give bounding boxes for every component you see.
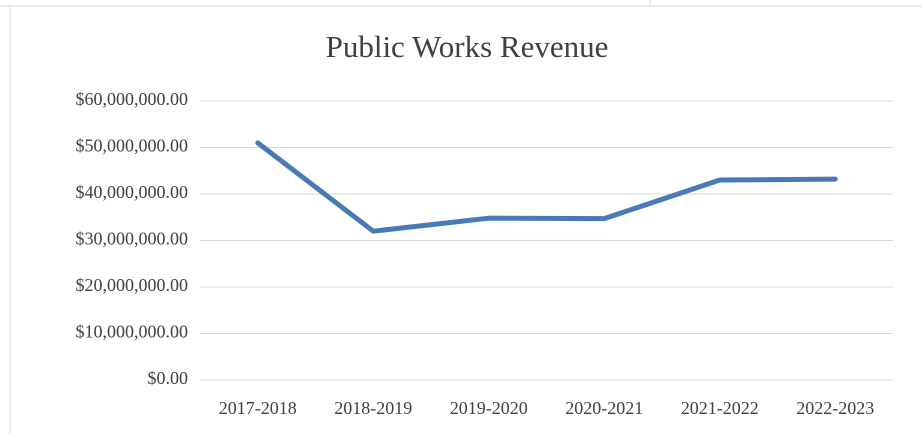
y-tick-label: $50,000,000.00	[76, 136, 189, 156]
data-line	[255, 140, 838, 234]
x-tick-label: 2020-2021	[565, 398, 643, 418]
x-tick-label: 2019-2020	[450, 398, 528, 418]
y-tick-label: $30,000,000.00	[76, 229, 189, 249]
y-tick-label: $40,000,000.00	[76, 182, 189, 202]
x-tick-label: 2022-2023	[796, 398, 874, 418]
y-tick-label: $20,000,000.00	[76, 275, 189, 295]
y-tick-label: $60,000,000.00	[76, 89, 189, 109]
y-tick-label: $0.00	[148, 368, 189, 388]
chart-title: Public Works Revenue	[326, 29, 609, 64]
x-tick-label: 2017-2018	[219, 398, 297, 418]
y-tick-label: $10,000,000.00	[76, 322, 189, 342]
x-tick-label: 2021-2022	[681, 398, 759, 418]
x-tick-label: 2018-2019	[334, 398, 412, 418]
